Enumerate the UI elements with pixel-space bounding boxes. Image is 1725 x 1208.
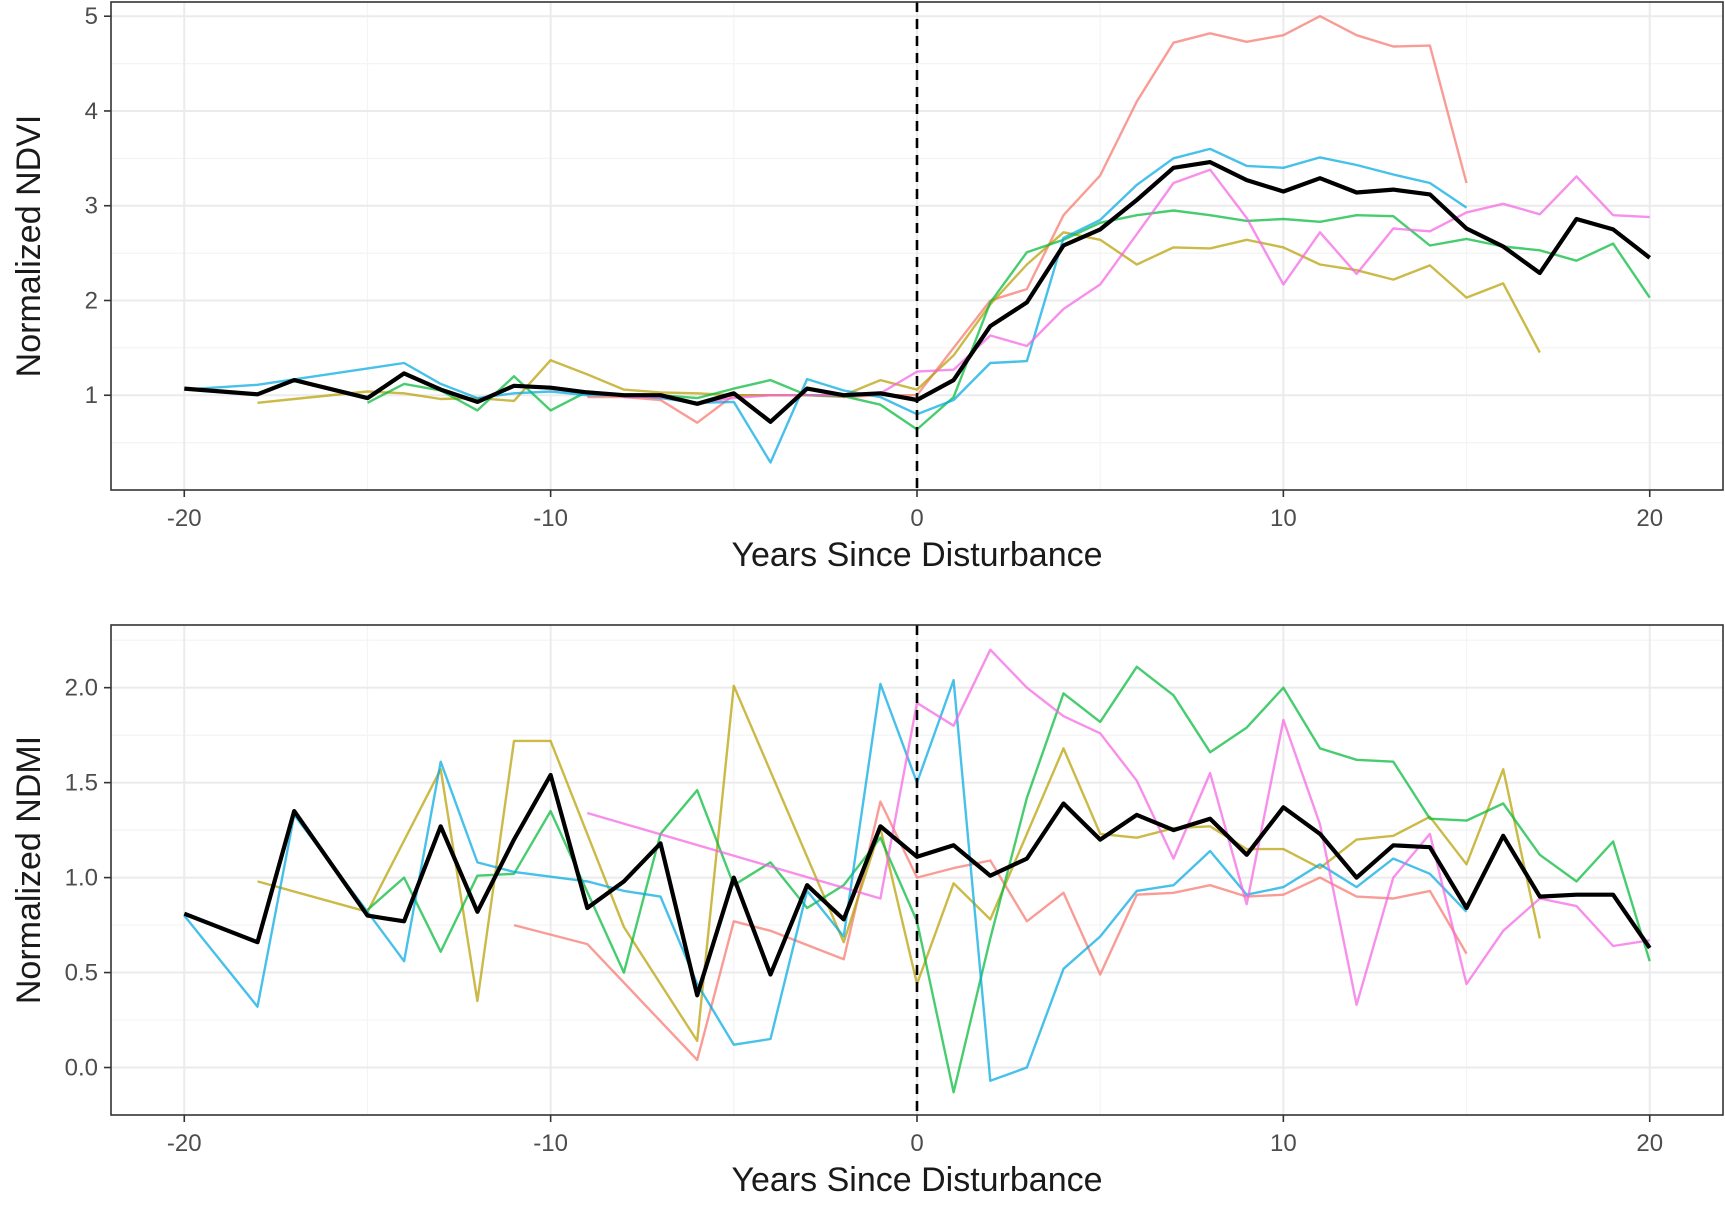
y-tick-label: 1 bbox=[85, 382, 98, 409]
y-tick-label: 4 bbox=[85, 98, 98, 125]
x-tick-label: 0 bbox=[910, 505, 923, 532]
y-axis-title: Normalized NDVI bbox=[10, 115, 48, 378]
series-lines bbox=[183, 648, 1652, 1094]
series-line-2 bbox=[257, 231, 1541, 404]
series-line-3 bbox=[366, 665, 1651, 1094]
mean-series-line bbox=[183, 772, 1652, 998]
x-tick-label: -10 bbox=[533, 1130, 568, 1157]
x-tick-label: -20 bbox=[167, 505, 202, 532]
y-tick-label: 5 bbox=[85, 3, 98, 30]
y-tick-label: 1.0 bbox=[65, 865, 98, 892]
series-lines bbox=[184, 15, 1651, 464]
x-tick-label: 20 bbox=[1636, 505, 1663, 532]
x-axis-title: Years Since Disturbance bbox=[731, 1161, 1102, 1199]
series-line-4 bbox=[184, 147, 1468, 464]
y-tick-label: 0.5 bbox=[65, 960, 98, 987]
mean-series-line bbox=[184, 160, 1651, 424]
x-tick-label: 10 bbox=[1270, 1130, 1297, 1157]
y-tick-label: 1.5 bbox=[65, 770, 98, 797]
y-tick-label: 2.0 bbox=[65, 675, 98, 702]
x-axis-title: Years Since Disturbance bbox=[731, 536, 1102, 574]
series-line-5 bbox=[586, 648, 1650, 1006]
y-axis-title: Normalized NDMI bbox=[10, 736, 48, 1004]
x-tick-label: 20 bbox=[1636, 1130, 1663, 1157]
x-tick-label: 10 bbox=[1270, 505, 1297, 532]
series-line-4 bbox=[183, 678, 1468, 1082]
x-tick-label: -20 bbox=[167, 1130, 202, 1157]
series-line-5 bbox=[623, 168, 1650, 404]
x-tick-label: -10 bbox=[533, 505, 568, 532]
x-tick-label: 0 bbox=[910, 1130, 923, 1157]
y-tick-label: 0.0 bbox=[65, 1055, 98, 1082]
series-line-2 bbox=[257, 684, 1541, 1043]
y-tick-label: 2 bbox=[85, 287, 98, 314]
panel-2: 0.0 0.5 1.0 1.5 2.0 -20 -10 0 10 20 Years Since Di… bbox=[10, 624, 1724, 1199]
y-tick-label: 3 bbox=[85, 193, 98, 220]
panel-1: 1 2 3 4 5 -20 -10 0 10 20 Years Since Disturbance N… bbox=[10, 1, 1724, 574]
